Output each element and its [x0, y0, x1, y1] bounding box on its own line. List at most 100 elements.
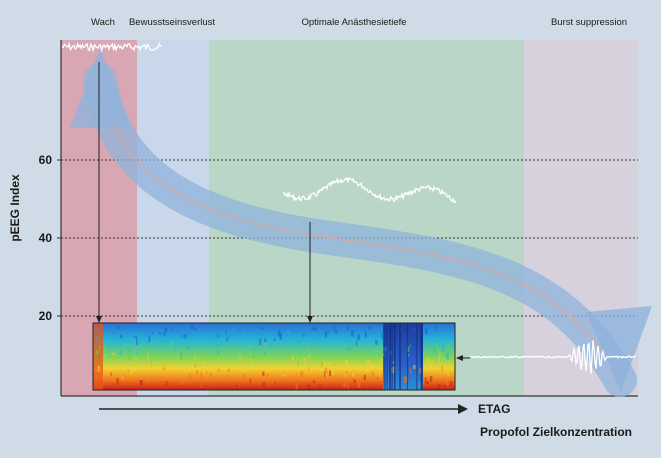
- spectrogram-speckle: [311, 327, 314, 330]
- spectrogram-speckle: [99, 345, 101, 352]
- spectrogram-speckle: [316, 348, 319, 353]
- spectrogram-speckle: [195, 327, 198, 331]
- spectrogram-speckle: [217, 334, 220, 338]
- spectrogram-speckle: [445, 379, 448, 386]
- spectrogram-speckle: [283, 373, 286, 377]
- spectrogram-speckle: [95, 350, 99, 355]
- spectrogram-speckle: [429, 367, 432, 371]
- spectrogram-speckle: [127, 369, 129, 373]
- y-tick-label-60: 60: [39, 153, 53, 167]
- spectrogram-speckle: [186, 345, 189, 350]
- spectrogram-speckle: [429, 376, 433, 382]
- spectrogram-speckle: [205, 371, 207, 375]
- spectrogram-speckle: [120, 334, 123, 339]
- spectrogram-dark-streak: [389, 323, 391, 390]
- spectrogram-speckle: [408, 354, 410, 357]
- spectrogram-speckle: [345, 359, 348, 366]
- spectrogram-speckle: [241, 332, 245, 339]
- spectrogram-speckle: [426, 357, 430, 364]
- spectrogram-speckle: [257, 336, 260, 339]
- spectrogram-speckle: [226, 337, 229, 342]
- spectrogram-speckle: [344, 374, 347, 377]
- spectrogram-speckle: [182, 381, 184, 385]
- spectrogram-speckle: [410, 367, 412, 374]
- spectrogram-speckle: [427, 364, 429, 370]
- spectrogram-speckle: [312, 333, 315, 336]
- spectrogram-speckle: [366, 360, 370, 367]
- spectrogram-speckle: [116, 378, 119, 385]
- spectrogram-dark-streak: [420, 323, 422, 390]
- spectrogram-speckle: [107, 353, 109, 357]
- spectrogram-speckle: [356, 340, 358, 347]
- spectrogram-speckle: [307, 384, 311, 390]
- spectrogram-speckle: [262, 371, 265, 376]
- spectrogram-speckle: [261, 327, 265, 330]
- spectrogram-speckle: [263, 352, 266, 356]
- spectrogram-speckle: [286, 332, 290, 337]
- spectrogram-speckle: [323, 364, 326, 370]
- spectrogram-speckle: [237, 341, 239, 345]
- spectrogram-speckle: [324, 367, 328, 373]
- spectrogram-speckle: [263, 342, 266, 345]
- spectrogram-speckle: [279, 332, 282, 340]
- spectrogram-speckle: [266, 372, 269, 378]
- spectrogram-speckle: [299, 339, 301, 342]
- spectrogram-speckle: [146, 356, 149, 359]
- spectrogram-speckle: [307, 346, 311, 351]
- spectrogram-speckle: [289, 365, 292, 369]
- spectrogram-speckle: [309, 336, 311, 342]
- spectrogram-speckle: [441, 365, 443, 372]
- spectrogram-speckle: [156, 354, 159, 361]
- spectrogram-speckle: [151, 359, 153, 363]
- eeg-trace-optimal: [282, 176, 457, 204]
- spectrogram-speckle: [139, 380, 143, 384]
- spectrogram-speckle: [103, 334, 106, 337]
- spectrogram-speckle: [403, 376, 407, 383]
- spectrogram-speckle: [202, 360, 204, 366]
- spectrogram-speckle: [347, 383, 349, 389]
- spectrogram-speckle: [382, 353, 385, 356]
- spectrogram-speckle: [128, 354, 131, 361]
- spectrogram-speckle: [100, 372, 102, 378]
- spectrogram-speckle: [279, 368, 282, 372]
- spectrogram-speckle: [319, 384, 321, 390]
- spectrogram-speckle: [303, 333, 305, 337]
- spectrogram-speckle: [406, 376, 408, 383]
- spectrogram-speckle: [248, 380, 251, 385]
- spectrogram-speckle: [371, 371, 374, 378]
- spectrogram-speckle: [297, 361, 299, 367]
- spectrogram-speckle: [129, 336, 131, 344]
- y-axis-title: pEEG Index: [8, 174, 22, 242]
- spectrogram-speckle: [331, 368, 335, 375]
- spectrogram-speckle: [325, 353, 327, 356]
- spectrogram-speckle: [190, 325, 194, 330]
- spectrogram-speckle: [312, 380, 316, 384]
- band-arrowhead-top: [70, 48, 130, 128]
- spectrogram-speckle: [163, 331, 166, 337]
- arrow-optimal-head: [307, 316, 313, 323]
- spectrogram-speckle: [381, 357, 383, 362]
- spectrogram-speckle: [158, 332, 162, 335]
- spectrogram-speckle: [153, 335, 155, 341]
- spectrogram-speckle: [375, 340, 378, 345]
- spectrogram-speckle: [328, 362, 331, 367]
- spectrogram-speckle: [129, 349, 132, 353]
- spectrogram-speckle: [323, 361, 325, 366]
- etag-arrow-head: [458, 404, 468, 414]
- spectrogram-speckle: [300, 371, 304, 377]
- spectrogram-speckle: [220, 356, 222, 363]
- spectrogram-speckle: [269, 345, 273, 349]
- spectrogram-speckle: [418, 382, 421, 388]
- spectrogram-dark-streak: [421, 323, 423, 390]
- spectrogram-speckle: [252, 352, 255, 359]
- spectrogram-speckle: [147, 352, 149, 358]
- zone-label-burst: Burst suppression: [551, 17, 627, 28]
- spectrogram-speckle: [215, 343, 218, 347]
- spectrogram-speckle: [111, 365, 115, 369]
- spectrogram-speckle: [225, 330, 227, 335]
- spectrogram-speckle: [435, 325, 437, 332]
- spectrogram-speckle: [264, 338, 267, 342]
- spectrogram-speckle: [324, 371, 326, 378]
